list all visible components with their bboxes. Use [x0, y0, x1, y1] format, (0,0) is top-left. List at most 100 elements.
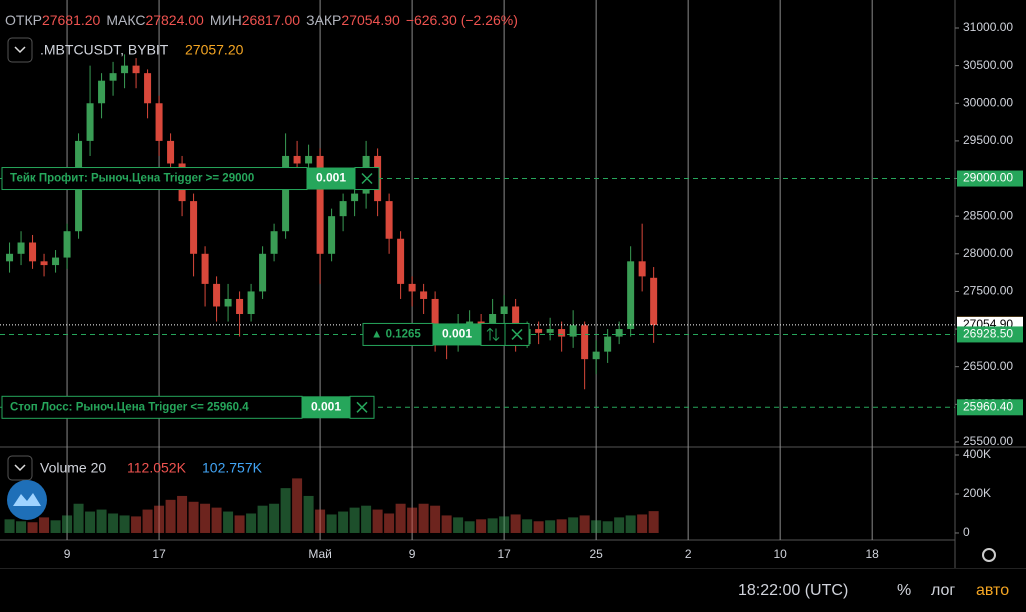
reverse-icon: [486, 327, 500, 342]
order-qty: 0.001: [311, 399, 341, 413]
candle-body: [351, 193, 359, 202]
volume-bar: [269, 503, 280, 533]
candle-body: [546, 329, 554, 333]
volume-bar: [177, 495, 188, 533]
volume-bar: [154, 505, 165, 533]
volume-bar: [211, 507, 222, 533]
volume-bar: [648, 511, 659, 533]
symbol-price: 27057.20: [185, 42, 244, 58]
volume-bar: [257, 505, 268, 533]
background: [0, 0, 1026, 568]
price-label-box: [957, 170, 1023, 187]
order-qty-box: [433, 323, 481, 346]
volume-bar: [165, 499, 176, 533]
y-tick-label: 27500.00: [963, 284, 1013, 298]
order-qty-box: [307, 167, 355, 190]
close-icon: [511, 328, 523, 340]
candle-body: [155, 103, 163, 141]
label: ОТКР: [5, 12, 42, 28]
volume-value: 102.757K: [202, 460, 263, 476]
volume-bar: [119, 515, 130, 533]
order-qty: 0.001: [442, 327, 472, 341]
volume-bar: [487, 518, 498, 533]
change: −626.30 (−2.26%): [406, 12, 518, 28]
x-tick-label: 17: [152, 547, 166, 561]
volume-bar: [315, 509, 326, 533]
x-tick-label: 9: [409, 547, 416, 561]
candle-body: [650, 277, 658, 325]
percent-toggle[interactable]: %: [897, 582, 912, 599]
overlay: 29000.0027057.2027054.9026928.5025960.40…: [0, 167, 1023, 419]
volume-bar: [73, 503, 84, 533]
close-icon: [361, 172, 373, 185]
price-label: 29000.00: [963, 171, 1013, 185]
volume-bar: [499, 516, 510, 533]
volume-bar: [579, 515, 590, 533]
volume-bar: [234, 515, 245, 533]
label: МАКС: [106, 12, 145, 28]
volume-bar: [108, 513, 119, 533]
candle-body: [52, 257, 60, 266]
x-tick-label: 9: [64, 547, 71, 561]
candle-body: [385, 201, 393, 239]
candle-body: [109, 73, 117, 81]
reverse-button[interactable]: [480, 322, 506, 346]
volume-bar: [62, 515, 73, 533]
y-tick-label: 0: [963, 525, 970, 539]
order-qty: 0.001: [316, 171, 346, 185]
volume-bar: [246, 513, 257, 533]
volume-bar: [476, 519, 487, 533]
volume-bar: [50, 520, 61, 533]
volume-bar: [372, 509, 383, 533]
app-icon[interactable]: [7, 480, 47, 520]
y-tick-label: 200K: [963, 486, 991, 500]
y-tick-label: 30500.00: [963, 58, 1013, 72]
candle-body: [316, 155, 324, 254]
volume-bar: [533, 521, 544, 533]
log-toggle[interactable]: лог: [931, 582, 956, 599]
auto-toggle[interactable]: авто: [976, 582, 1010, 599]
chevron-icon: [14, 46, 26, 54]
candle-body: [144, 73, 152, 104]
volume-bar: [85, 511, 96, 533]
volume-bar: [568, 517, 579, 533]
volume-bar: [556, 519, 567, 533]
volume-bar: [142, 509, 153, 533]
volume-value: 112.052K: [127, 460, 187, 476]
y-tick-label: 31000.00: [963, 20, 1013, 34]
candle-body: [201, 253, 209, 284]
candle-body: [213, 283, 221, 307]
volume-bar: [464, 521, 475, 533]
volume-bar: [453, 517, 464, 533]
candle-body: [17, 242, 25, 254]
value: 27681.20: [42, 12, 101, 28]
collapse-button[interactable]: [7, 455, 33, 481]
candle-body: [581, 325, 589, 360]
volume-bar: [614, 517, 625, 533]
price-label: 26928.50: [963, 327, 1013, 341]
settings-icon[interactable]: [982, 548, 996, 562]
volume-bar: [395, 503, 406, 533]
candle-body: [86, 103, 94, 141]
volume-bar: [510, 514, 521, 533]
candle-body: [431, 298, 439, 337]
candle-body: [592, 351, 600, 360]
candle-body: [98, 80, 106, 104]
candle-body: [569, 325, 577, 337]
volume-bar: [407, 507, 418, 533]
y-tick-label: 25500.00: [963, 434, 1013, 448]
volume-bar: [602, 521, 613, 533]
x-tick-label: 10: [773, 547, 787, 561]
volume-bar: [545, 520, 556, 533]
candle-body: [167, 140, 175, 164]
candle-body: [535, 329, 543, 333]
collapse-button[interactable]: [7, 37, 33, 63]
candle-body: [270, 231, 278, 254]
candle-body: [224, 298, 232, 307]
ohlc-legend: ОТКР27681.20 МАКС27824.00 МИН26817.00 ЗАКР2…: [5, 12, 518, 28]
x-tick-label: 25: [589, 547, 603, 561]
candle-body: [121, 65, 129, 74]
label: МИН: [210, 12, 242, 28]
volume-bar: [292, 478, 303, 533]
